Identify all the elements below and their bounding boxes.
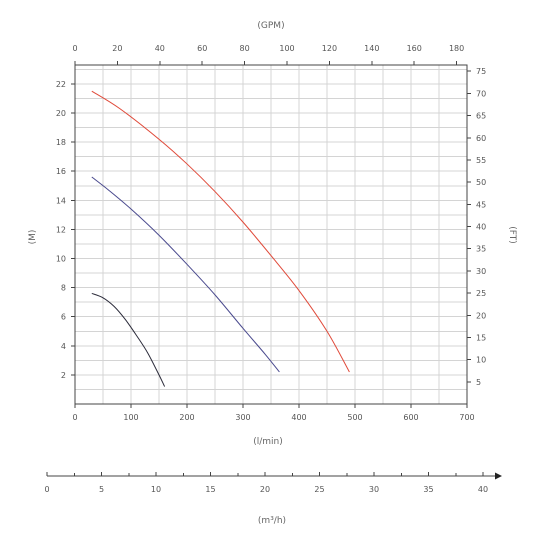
- x-tick-label: 600: [403, 413, 418, 422]
- x3-tick-label: 5: [99, 485, 104, 494]
- x-tick-label: 200: [179, 413, 194, 422]
- pump-curve-3: [91, 90, 350, 373]
- series: [91, 90, 350, 387]
- y-tick-label: 8: [61, 284, 66, 293]
- x3-tick-label: 10: [151, 485, 161, 494]
- x2-tick-label: 0: [72, 44, 77, 53]
- y-tick-label: 4: [61, 342, 66, 351]
- y-tick-label: 22: [56, 80, 66, 89]
- y2-axis-title: (FT): [507, 226, 517, 244]
- y2-tick-label: 50: [476, 178, 486, 187]
- y2-tick-label: 25: [476, 289, 486, 298]
- y2-tick-label: 10: [476, 356, 486, 365]
- x-tick-label: 300: [235, 413, 250, 422]
- grid: [75, 65, 467, 404]
- axes: 0 100 200 300 400 500 600 700246810121416182022…: [44, 44, 502, 494]
- y2-tick-label: 30: [476, 267, 486, 276]
- x2-tick-label: 100: [279, 44, 294, 53]
- x3-axis-title: (m³/h): [258, 516, 286, 526]
- x3-tick-label: 20: [260, 485, 270, 494]
- y2-tick-label: 65: [476, 112, 486, 121]
- y2-tick-label: 55: [476, 156, 486, 165]
- x-axis-title: (l/min): [253, 437, 283, 447]
- x3-tick-label: 40: [478, 485, 488, 494]
- x-tick-label: 500: [347, 413, 362, 422]
- y2-tick-label: 40: [476, 223, 486, 232]
- y-tick-label: 10: [56, 255, 66, 264]
- x-tick-label: 100: [123, 413, 138, 422]
- x3-tick-label: 35: [423, 485, 433, 494]
- x2-tick-label: 20: [112, 44, 122, 53]
- x3-tick-label: 25: [314, 485, 324, 494]
- y-tick-label: 18: [56, 138, 66, 147]
- y-tick-label: 14: [56, 196, 66, 205]
- pump-curve-1: [91, 292, 166, 387]
- x-tick-label: 700: [459, 413, 474, 422]
- y-tick-label: 16: [56, 167, 66, 176]
- y2-tick-label: 5: [476, 378, 481, 387]
- x-tick-label: 0: [72, 413, 77, 422]
- x3-axis-arrow: [495, 472, 502, 480]
- y2-tick-label: 45: [476, 200, 486, 209]
- y2-tick-label: 20: [476, 311, 486, 320]
- x2-tick-label: 160: [407, 44, 422, 53]
- y-tick-label: 2: [61, 371, 66, 380]
- x3-tick-label: 0: [44, 485, 49, 494]
- y2-tick-label: 75: [476, 67, 486, 76]
- x2-tick-label: 180: [449, 44, 464, 53]
- y-tick-label: 20: [56, 109, 66, 118]
- x2-tick-label: 80: [240, 44, 250, 53]
- x-tick-label: 400: [291, 413, 306, 422]
- y2-tick-label: 60: [476, 134, 486, 143]
- x3-tick-label: 30: [369, 485, 379, 494]
- y2-tick-label: 15: [476, 333, 486, 342]
- y-tick-label: 6: [61, 313, 66, 322]
- plot-frame: [74, 64, 468, 405]
- y-axis-title: (M): [28, 230, 38, 245]
- x2-tick-label: 60: [197, 44, 207, 53]
- y-tick-label: 12: [56, 225, 66, 234]
- x3-tick-label: 15: [205, 485, 215, 494]
- pump-curve-2: [91, 176, 280, 373]
- x2-tick-label: 140: [364, 44, 379, 53]
- y2-tick-label: 70: [476, 89, 486, 98]
- x2-tick-label: 120: [322, 44, 337, 53]
- y2-tick-label: 35: [476, 245, 486, 254]
- x2-axis-title: (GPM): [257, 21, 284, 31]
- x2-tick-label: 40: [155, 44, 165, 53]
